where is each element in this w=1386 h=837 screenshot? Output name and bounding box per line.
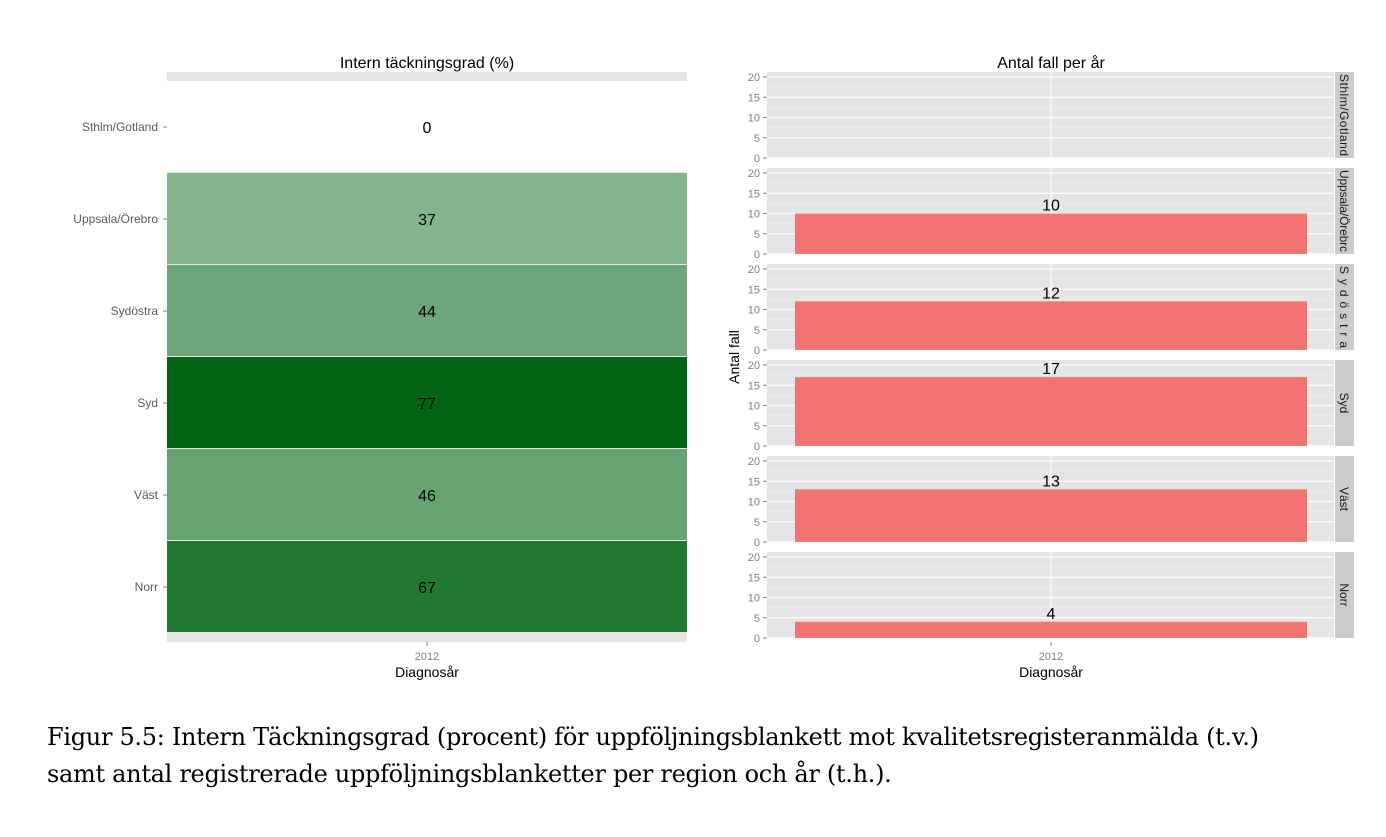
facet-strip <box>1335 552 1354 638</box>
facet-strip-label: Norr <box>1337 583 1351 606</box>
heatmap-tile <box>167 357 687 448</box>
bar-y-tick-label: 0 <box>754 537 760 549</box>
heatmap-y-tick-label: Väst <box>134 488 159 502</box>
heatmap-y-tick-label: Sthlm/Gotland <box>82 120 158 134</box>
heatmap-tiles: 0 37 44 77 46 67 <box>167 81 687 632</box>
bar-y-tick-label: 5 <box>754 613 760 625</box>
bar-y-tick-label: 5 <box>754 229 760 241</box>
heatmap-y-tick-label: Sydöstra <box>111 304 159 318</box>
bar-y-tick-label: 15 <box>748 284 760 296</box>
bar <box>795 213 1307 254</box>
bar-y-tick-label: 20 <box>748 264 760 276</box>
bar-y-tick-label: 0 <box>754 441 760 453</box>
bar-chart-y-axis-title: Antal fall <box>726 330 742 384</box>
facet-strip-label: Sthlm/Gotland <box>1337 74 1351 156</box>
heatmap-tile <box>167 173 687 264</box>
bar-y-tick-label: 10 <box>748 401 760 413</box>
bar-y-tick-label: 0 <box>754 153 760 165</box>
bar-y-tick-label: 20 <box>748 168 760 180</box>
heatmap-y-tick-label: Norr <box>135 580 158 594</box>
bar-y-tick-label: 15 <box>748 476 760 488</box>
bar-y-tick-label: 5 <box>754 133 760 145</box>
bar-y-tick-label: 10 <box>748 209 760 221</box>
cases-per-year-chart: Antal fall per år Antal fall 0 5 10 15 20 Sth… <box>726 54 1354 680</box>
bar-y-tick-label: 15 <box>748 92 760 104</box>
bar <box>795 377 1307 446</box>
bar <box>795 621 1307 638</box>
heatmap-value-label: 37 <box>418 212 436 229</box>
bar-y-tick-label: 15 <box>748 188 760 200</box>
heatmap-value-label: 77 <box>418 396 436 413</box>
heatmap-tile <box>167 449 687 540</box>
bar-chart-x-tick-label: 2012 <box>1039 651 1063 663</box>
facet-strip <box>1335 360 1354 446</box>
heatmap-value-label: 46 <box>418 488 436 505</box>
heatmap-tile <box>167 265 687 356</box>
bar-y-tick-label: 15 <box>748 380 760 392</box>
bar-y-tick-label: 10 <box>748 113 760 125</box>
bar-y-tick-label: 5 <box>754 421 760 433</box>
heatmap-title: Intern täckningsgrad (%) <box>340 55 514 72</box>
bar-y-tick-label: 5 <box>754 325 760 337</box>
bar-y-tick-label: 20 <box>748 552 760 564</box>
heatmap-tile <box>167 81 687 172</box>
facet-strip-label: Syd <box>1337 393 1351 414</box>
figure-caption: Figur 5.5: Intern Täckningsgrad (procent… <box>47 719 1377 793</box>
caption-line-2: samt antal registrerade uppföljningsblan… <box>47 760 892 788</box>
heatmap-x-tick-label: 2012 <box>415 651 439 663</box>
bar-y-tick-label: 10 <box>748 593 760 605</box>
figure: Intern täckningsgrad (%) 0 37 44 77 46 67 Sth… <box>73 54 1354 680</box>
facet-strip <box>1335 168 1354 254</box>
heatmap-tile <box>167 541 687 632</box>
facet-strip-label: Uppsala/Örebrc <box>1337 170 1351 252</box>
heatmap-value-label: 67 <box>418 580 436 597</box>
heatmap-x-axis-title: Diagnosår <box>395 664 459 680</box>
bar-chart-x-axis-title: Diagnosår <box>1019 664 1083 680</box>
bar-value-label: 4 <box>1047 606 1056 623</box>
bar-y-tick-label: 10 <box>748 305 760 317</box>
heatmap-y-tick-label: Uppsala/Örebro <box>73 212 158 226</box>
heatmap-y-tick-label: Syd <box>137 396 158 410</box>
facet-strip <box>1335 456 1354 542</box>
facet-strip-label: Sydöstra <box>1337 266 1351 348</box>
bar-y-tick-label: 20 <box>748 72 760 84</box>
bar-y-tick-label: 0 <box>754 249 760 261</box>
bar-value-label: 17 <box>1042 361 1060 378</box>
heatmap-value-label: 0 <box>423 120 432 137</box>
facet-strip-label: Väst <box>1337 487 1351 512</box>
bar-y-tick-label: 0 <box>754 633 760 645</box>
facet-strip <box>1335 264 1354 350</box>
caption-line-1: Figur 5.5: Intern Täckningsgrad (procent… <box>47 723 1259 751</box>
facet-strip <box>1335 72 1354 158</box>
bar-y-tick-label: 0 <box>754 345 760 357</box>
bar <box>795 301 1307 350</box>
bar-value-label: 12 <box>1042 285 1060 302</box>
heatmap-value-label: 44 <box>418 304 436 321</box>
bar-chart-title: Antal fall per år <box>997 54 1105 72</box>
bar-facets: 0 5 10 15 20 Sthlm/Gotland 0 5 10 15 20 10 Uppsala/Ö… <box>748 72 1354 645</box>
bar-y-tick-label: 20 <box>748 456 760 468</box>
bar-y-tick-label: 20 <box>748 360 760 372</box>
coverage-heatmap-chart: Intern täckningsgrad (%) 0 37 44 77 46 67 Sth… <box>73 55 687 680</box>
bar <box>795 489 1307 542</box>
bar-y-tick-label: 5 <box>754 517 760 529</box>
bar-value-label: 10 <box>1042 198 1060 215</box>
heatmap-y-axis: Sthlm/Gotland Uppsala/Örebro Sydöstra Syd Vä… <box>73 120 167 594</box>
bar-y-tick-label: 10 <box>748 497 760 509</box>
bar-y-tick-label: 15 <box>748 572 760 584</box>
bar-value-label: 13 <box>1042 473 1060 490</box>
